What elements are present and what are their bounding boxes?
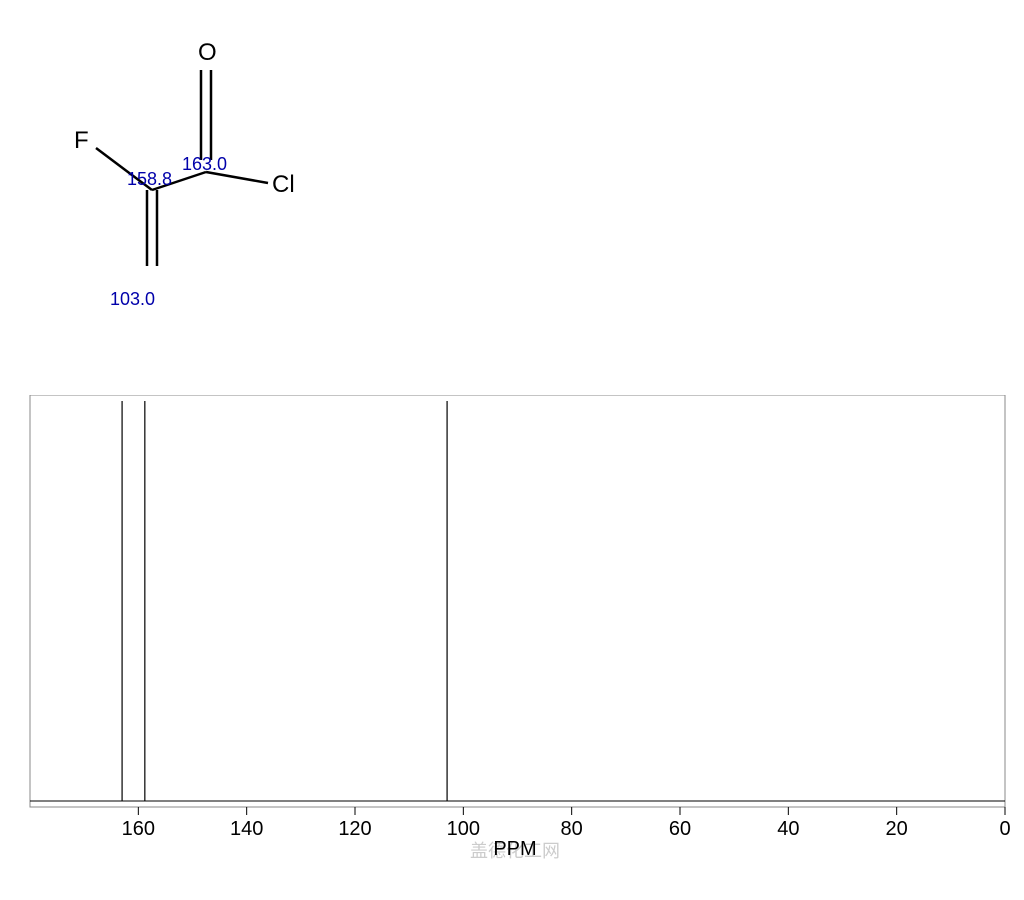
- plot-border: [30, 395, 1005, 807]
- shift-c2: 158.8: [127, 169, 172, 189]
- xaxis-tick-label: 80: [561, 818, 583, 840]
- shift-c3: 103.0: [110, 289, 155, 309]
- xaxis-tick-label: 140: [230, 818, 263, 840]
- xaxis-tick-label: 20: [886, 818, 908, 840]
- xaxis-tick-label: 0: [999, 818, 1010, 840]
- atom-f: F: [74, 127, 89, 154]
- xaxis-label: PPM: [493, 838, 536, 860]
- xaxis-tick-label: 160: [122, 818, 155, 840]
- shift-labels-group: 163.0 158.8 103.0: [110, 154, 227, 309]
- xaxis-ticks-group: 160 140 120 100 80 60 40 20 0: [122, 807, 1010, 840]
- spectrum-svg: 160140120100806040200 盖德化工网 PPM: [20, 395, 1010, 875]
- atom-cl: Cl: [272, 171, 295, 198]
- xaxis-tick-label: 60: [669, 818, 691, 840]
- nmr-spectrum: 160140120100806040200 盖德化工网 PPM: [20, 395, 1010, 875]
- atom-o: O: [198, 39, 217, 66]
- xaxis-tick-label: 120: [338, 818, 371, 840]
- shift-c1: 163.0: [182, 154, 227, 174]
- molecule-svg: O F Cl 163.0 158.8 103.0: [60, 20, 340, 340]
- xaxis-tick-label: 40: [777, 818, 799, 840]
- atom-labels-group: O F Cl: [74, 39, 295, 198]
- molecule-structure: O F Cl 163.0 158.8 103.0: [60, 20, 340, 340]
- xaxis-tick-label: 100: [447, 818, 480, 840]
